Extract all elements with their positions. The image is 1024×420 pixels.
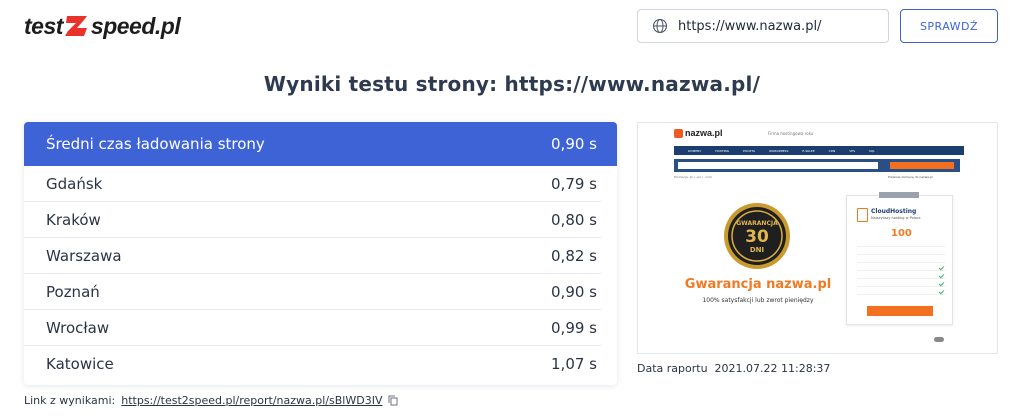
average-value: 0,90 s <box>551 135 597 153</box>
copy-icon[interactable] <box>388 395 398 406</box>
site-screenshot: nazwa.pl Firma hostingowa roku DOMENY HO… <box>637 122 998 354</box>
mini-search-input <box>678 162 878 169</box>
average-label: Średni czas ładowania strony <box>46 135 265 153</box>
logo-text-left: test <box>24 12 63 39</box>
mini-searchbar <box>674 159 960 172</box>
city-name: Gdańsk <box>46 174 103 193</box>
mini-subline: 100% satysfakcji lub zwrot pieniędzy <box>702 297 814 304</box>
mini-headline: Gwarancja nazwa.pl <box>684 277 832 292</box>
city-name: Katowice <box>46 354 114 373</box>
mini-right-note: Przenieś domenę do nazwa.pl <box>888 175 933 179</box>
mini-offer-card: CloudHosting Najszybszy hosting w Polsce… <box>846 192 953 325</box>
seal-line2: 30 <box>745 227 769 247</box>
report-date-line: Data raportu 2021.07.22 11:28:37 <box>637 362 830 375</box>
results-link-line: Link z wynikami: https://test2speed.pl/r… <box>24 394 398 407</box>
results-link-label: Link z wynikami: <box>24 394 116 407</box>
city-time: 0,90 s <box>551 282 597 301</box>
city-name: Poznań <box>46 282 100 301</box>
mini-logo-icon <box>674 128 683 138</box>
mini-toggle-icon <box>934 337 944 342</box>
report-date-label: Data raportu <box>637 362 708 375</box>
globe-icon <box>652 18 668 34</box>
url-input[interactable] <box>678 18 878 34</box>
seal-line1: GWARANCJA <box>736 220 778 227</box>
city-time: 0,99 s <box>551 318 597 337</box>
seal-line3: DNI <box>750 246 764 254</box>
mini-search-button <box>890 162 954 169</box>
city-row: Katowice 1,07 s <box>24 346 601 381</box>
city-row: Kraków 0,80 s <box>24 202 601 238</box>
url-field[interactable] <box>637 9 889 43</box>
average-row: Średni czas ładowania strony 0,90 s <box>24 122 617 166</box>
city-time: 0,82 s <box>551 246 597 265</box>
mini-tagline: Firma hostingowa roku <box>768 131 814 136</box>
city-time: 0,80 s <box>551 210 597 229</box>
city-time: 0,79 s <box>551 174 597 193</box>
check-button[interactable]: SPRAWDŹ <box>900 9 998 43</box>
offer-name: CloudHosting <box>871 208 917 215</box>
city-name: Wrocław <box>46 318 110 337</box>
results-link[interactable]: https://test2speed.pl/report/nazwa.pl/sB… <box>121 394 383 407</box>
mini-nav: DOMENY HOSTING POCZTA WORDPRESS E-SKLEP … <box>674 146 964 155</box>
report-date-value: 2021.07.22 11:28:37 <box>714 362 831 375</box>
server-icon <box>857 208 868 222</box>
results-card: Średni czas ładowania strony 0,90 s Gdań… <box>24 122 617 385</box>
logo-text-right: speed.pl <box>90 12 181 39</box>
city-name: Warszawa <box>46 246 122 265</box>
logo[interactable]: test speed.pl <box>24 12 181 40</box>
city-row: Gdańsk 0,79 s <box>24 166 601 202</box>
city-time: 1,07 s <box>551 354 597 373</box>
city-row: Wrocław 0,99 s <box>24 310 601 346</box>
city-name: Kraków <box>46 210 101 229</box>
offer-price: 100 <box>891 228 912 239</box>
guarantee-seal-icon: GWARANCJA 30 DNI <box>724 203 790 269</box>
city-row: Warszawa 0,82 s <box>24 238 601 274</box>
mini-topbar <box>638 123 997 145</box>
page-title: Wyniki testu strony: https://www.nazwa.p… <box>263 72 761 96</box>
city-row: Poznań 0,90 s <box>24 274 601 310</box>
mini-crumb: Promocja .pl • .eu • .com <box>674 175 712 179</box>
offer-button <box>867 306 933 316</box>
offer-sub: Najszybszy hosting w Polsce <box>871 216 921 220</box>
mini-logo: nazwa.pl <box>674 128 723 138</box>
logo-2-icon <box>64 14 90 38</box>
offer-tag <box>879 192 919 198</box>
